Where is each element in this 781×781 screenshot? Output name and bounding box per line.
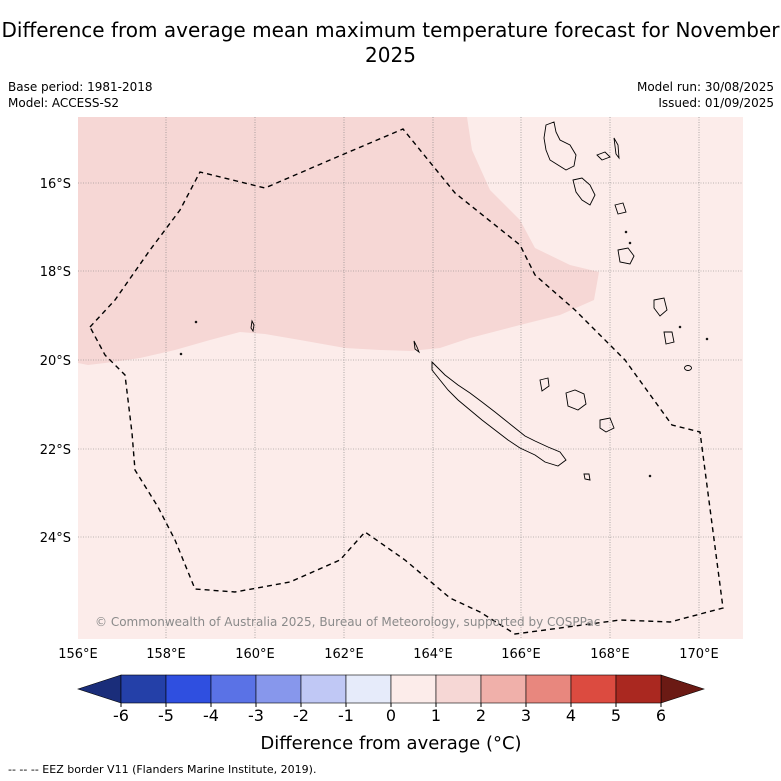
lon-label-166e: 166°E [501,647,541,662]
islet-3 [705,337,709,341]
lon-label-164e: 164°E [413,647,453,662]
vanuatu-tanna [653,297,668,317]
colorbar-segment [210,674,257,704]
islet-7 [678,325,682,329]
colorbar-tick-label: -4 [203,706,219,725]
colorbar-tick-label: -6 [113,706,129,725]
colorbar-tick-label: -1 [338,706,354,725]
belep-islands [413,340,421,354]
colorbar-segment [300,674,347,704]
colorbar-tick-label: 0 [386,706,396,725]
loyalty-islands-lifou [565,389,587,411]
model-name: Model: ACCESS-S2 [8,96,120,110]
colorbar-extend-low [77,674,122,704]
vanuatu-espiritu-santo [543,121,577,171]
colorbar-extend-high [660,674,705,704]
lon-label-158e: 158°E [146,647,186,662]
loyalty-islands-mare [599,417,615,433]
colorbar-tick-label: 1 [431,706,441,725]
issued-date: Issued: 01/09/2025 [658,96,774,110]
page-title: Difference from average mean maximum tem… [1,18,780,67]
colorbar-segment [120,674,167,704]
hunter-island [684,365,692,371]
vanuatu-maewo [613,137,620,160]
colorbar-tick-label: 4 [566,706,576,725]
walpole-island [583,473,591,481]
vanuatu-aneityum [663,331,675,345]
islet-1 [194,320,198,324]
lat-label-24s: 24°S [40,531,71,546]
vanuatu-efate [614,202,627,215]
colorbar-tick-label: -3 [248,706,264,725]
lat-label-22s: 22°S [40,443,71,458]
chesterfield-reef [250,319,255,333]
lon-label-156e: 156°E [58,647,98,662]
new-caledonia-coast [431,360,567,467]
meta-right: Model run: 30/08/2025 Issued: 01/09/2025 [637,79,774,111]
vanuatu-ambae [596,151,611,161]
colorbar-tick-label: 6 [656,706,666,725]
colorbar-segment [255,674,302,704]
colorbar-ticks: -6 -5 -4 -3 -2 -1 0 1 2 3 4 5 6 [113,703,666,725]
colorbar-title: Difference from average (°C) [260,733,521,754]
lat-label-16s: 16°S [40,177,71,192]
vanuatu-erromango [617,247,635,265]
islet-4 [648,474,652,478]
colorbar-tick-label: 2 [476,706,486,725]
colorbar-tick-label: -5 [158,706,174,725]
colorbar-segment [525,674,572,704]
model-run: Model run: 30/08/2025 [636,80,774,94]
lon-label-170e: 170°E [679,647,719,662]
anomaly-band-1-2 [78,117,599,365]
lat-label-18s: 18°S [40,265,71,280]
colorbar-tick-label: 5 [611,706,621,725]
copyright-text: © Commonwealth of Australia 2025, Bureau… [95,615,600,629]
colorbar-tick-label: 3 [521,706,531,725]
footer-note: -- -- -- EEZ border V11 (Flanders Marine… [8,763,317,776]
islet-5 [624,230,628,234]
meta-left: Base period: 1981-2018 Model: ACCESS-S2 [8,79,153,111]
colorbar-segment [480,674,527,704]
graticule [78,117,743,639]
colorbar-segment [345,674,392,704]
lon-label-162e: 162°E [324,647,364,662]
lon-label-168e: 168°E [590,647,630,662]
islet-6 [628,241,632,245]
colorbar-segments [120,674,662,704]
coastlines [179,121,709,481]
vanuatu-malekula [572,177,596,206]
colorbar-tick-label: -2 [293,706,309,725]
colorbar-segment [165,674,212,704]
colorbar: -6 -5 -4 -3 -2 -1 0 1 2 3 4 5 6 [77,674,705,725]
loyalty-islands-ouvea [539,377,550,392]
colorbar-segment [390,674,437,704]
colorbar-segment [435,674,482,704]
lon-label-160e: 160°E [235,647,275,662]
islet-2 [179,352,183,356]
colorbar-segment [570,674,617,704]
base-period: Base period: 1981-2018 [8,80,153,94]
colorbar-segment [615,674,662,704]
lat-label-20s: 20°S [40,354,71,369]
